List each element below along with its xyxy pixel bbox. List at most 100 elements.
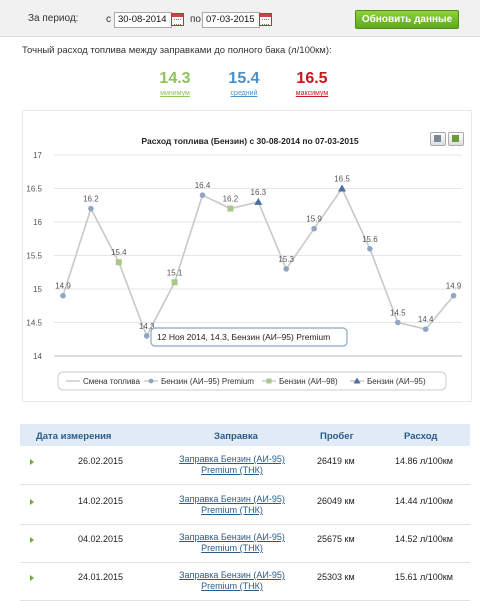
data-label: 14.9 (55, 282, 71, 291)
data-label: 16.5 (334, 175, 350, 184)
row-mileage: 26419 км (317, 456, 355, 466)
row-consumption: 14.44 л/100км (395, 496, 453, 506)
data-label: 16.2 (223, 195, 239, 204)
stat-maximum: 16.5 максимум (282, 70, 342, 97)
data-label: 15.1 (167, 268, 183, 277)
update-data-button[interactable]: Обновить данные (355, 10, 459, 29)
to-label: по (190, 14, 201, 25)
row-date: 24.01.2015 (78, 572, 124, 582)
data-label: 15.3 (278, 255, 294, 264)
legend-label: Бензин (АИ–98) (279, 377, 338, 386)
row-consumption: 14.52 л/100км (395, 534, 453, 544)
from-calendar-icon[interactable] (171, 13, 184, 26)
expand-arrow-icon[interactable] (30, 459, 34, 465)
row-station-link[interactable]: Заправка Бензин (АИ-95) Premium (ТНК) (172, 532, 292, 554)
to-calendar-icon[interactable] (259, 13, 272, 26)
row-mileage: 26049 км (317, 496, 355, 506)
data-point (422, 326, 429, 333)
data-point (143, 333, 150, 339)
avg-label[interactable]: средний (230, 90, 258, 97)
y-tick-label: 16 (33, 218, 42, 227)
table-row: 04.02.2015 Заправка Бензин (АИ-95) Premium… (20, 524, 470, 563)
y-tick-label: 17 (33, 151, 42, 160)
legend-label: Смена топлива (83, 377, 140, 386)
y-tick-label: 16.5 (26, 185, 42, 194)
row-date: 26.02.2015 (78, 456, 124, 466)
expand-arrow-icon[interactable] (30, 537, 34, 543)
data-point (283, 266, 290, 272)
legend-marker (148, 378, 154, 384)
period-filter-bar: За период: с 30-08-2014 по 07-03-2015 Об… (0, 0, 480, 37)
column-header-station[interactable]: Заправка (214, 431, 258, 442)
station-line-1: Заправка Бензин (АИ-95) (179, 570, 285, 580)
data-point (254, 197, 263, 205)
data-point (115, 259, 122, 266)
data-label: 15.6 (362, 235, 378, 244)
data-label: 16.4 (195, 181, 211, 190)
station-line-1: Заправка Бензин (АИ-95) (179, 454, 285, 464)
stat-minimum: 14.3 минимум (145, 70, 205, 97)
y-tick-label: 15 (33, 285, 42, 294)
data-label: 16.2 (83, 195, 99, 204)
station-line-1: Заправка Бензин (АИ-95) (179, 532, 285, 542)
data-label: 14.3 (139, 322, 155, 331)
station-line-2: Premium (ТНК) (201, 581, 263, 591)
row-date: 14.02.2015 (78, 496, 124, 506)
row-consumption: 15.61 л/100км (395, 572, 453, 582)
row-mileage: 25303 км (317, 572, 355, 582)
avg-value: 15.4 (228, 70, 260, 87)
stat-average: 15.4 средний (214, 70, 274, 97)
data-point (338, 184, 346, 192)
station-line-2: Premium (ТНК) (201, 505, 263, 515)
consumption-description: Точный расход топлива между заправками д… (22, 45, 332, 56)
data-point (171, 279, 178, 286)
legend-label: Бензин (АИ–95) (367, 377, 426, 386)
export-icon[interactable] (448, 132, 464, 146)
row-station-link[interactable]: Заправка Бензин (АИ-95) Premium (ТНК) (172, 570, 292, 592)
station-line-2: Premium (ТНК) (201, 543, 263, 553)
row-date: 04.02.2015 (78, 534, 124, 544)
data-point (450, 292, 457, 299)
period-label: За период: (28, 13, 79, 24)
chart-legend (57, 371, 447, 391)
y-tick-label: 14.5 (26, 319, 42, 328)
table-header (20, 424, 470, 446)
data-point (395, 319, 401, 326)
expand-arrow-icon[interactable] (30, 499, 34, 505)
min-label[interactable]: минимум (160, 90, 190, 97)
data-point (311, 225, 317, 232)
min-value: 14.3 (159, 70, 191, 87)
column-header-mileage[interactable]: Пробег (320, 431, 354, 442)
from-label: с (106, 14, 111, 25)
data-point (88, 205, 94, 212)
data-label: 14.4 (418, 315, 434, 324)
data-label: 14.9 (446, 282, 462, 291)
max-value: 16.5 (296, 70, 328, 87)
row-station-link[interactable]: Заправка Бензин (АИ-95) Premium (ТНК) (172, 494, 292, 516)
data-point (199, 192, 206, 198)
table-row: 26.02.2015 Заправка Бензин (АИ-95) Premium… (20, 446, 470, 485)
column-header-consumption[interactable]: Расход (404, 431, 438, 442)
data-point (227, 205, 234, 212)
station-line-1: Заправка Бензин (АИ-95) (179, 494, 285, 504)
data-point (60, 292, 66, 299)
row-mileage: 25675 км (317, 534, 355, 544)
print-icon[interactable] (430, 132, 446, 146)
data-label: 16.3 (251, 188, 267, 197)
legend-marker (266, 378, 272, 384)
legend-label: Бензин (АИ–95) Premium (161, 377, 254, 386)
data-label: 15.4 (111, 248, 127, 257)
y-tick-label: 15.5 (26, 252, 42, 261)
station-line-2: Premium (ТНК) (201, 465, 263, 475)
max-label[interactable]: максимум (295, 90, 329, 97)
chart-title: Расход топлива (Бензин) с 30-08-2014 по … (141, 136, 359, 146)
legend-marker (353, 377, 361, 384)
tooltip-text: 12 Ноя 2014, 14.3, Бензин (АИ–95) Premiu… (157, 332, 330, 342)
column-header-date[interactable]: Дата измерения (36, 431, 112, 442)
expand-arrow-icon[interactable] (30, 575, 34, 581)
row-consumption: 14.86 л/100км (395, 456, 453, 466)
data-label: 15.9 (306, 215, 322, 224)
y-tick-label: 14 (33, 352, 42, 361)
row-station-link[interactable]: Заправка Бензин (АИ-95) Premium (ТНК) (172, 454, 292, 476)
